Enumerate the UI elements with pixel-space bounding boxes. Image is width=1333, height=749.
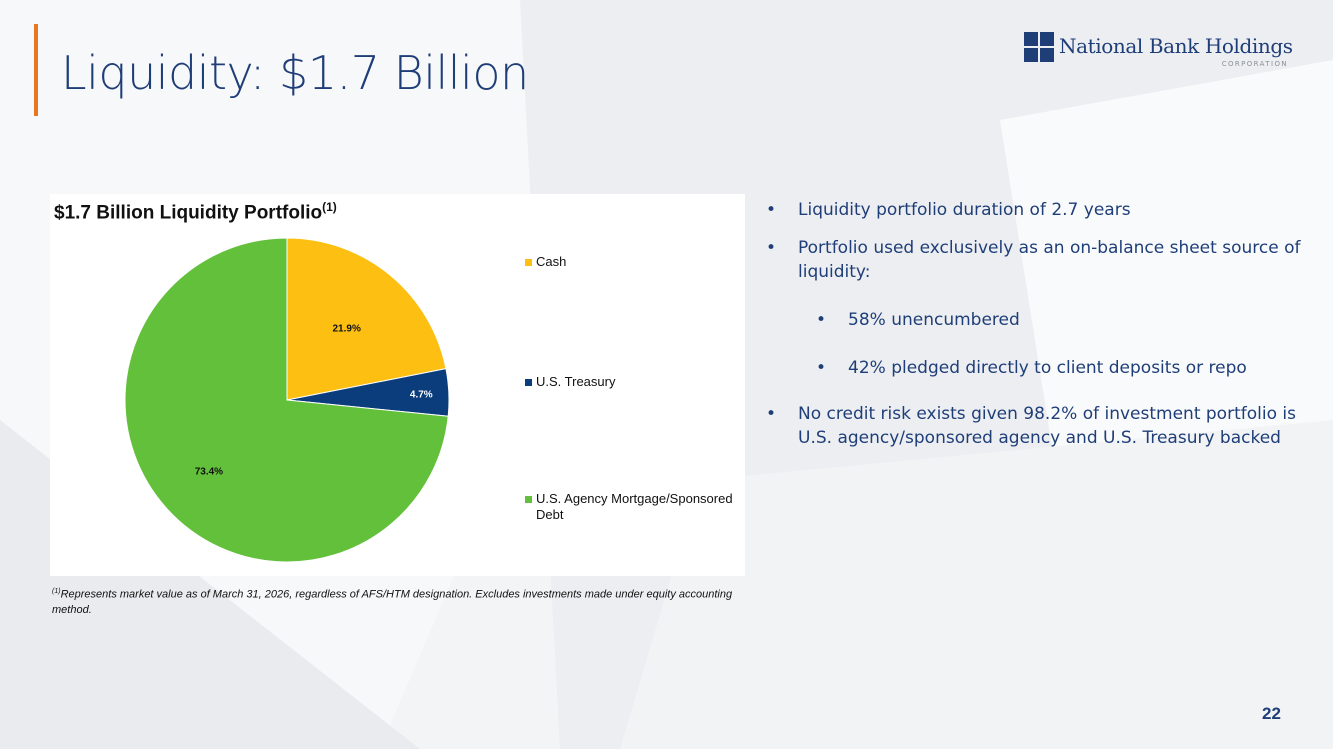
bullet-item: • Liquidity portfolio duration of 2.7 yea… xyxy=(766,198,1306,222)
pie-slice-0 xyxy=(286,237,447,401)
pie-slice-2 xyxy=(124,237,449,563)
title-accent-bar xyxy=(34,24,38,116)
legend-label-1: U.S. Treasury xyxy=(536,374,616,389)
pie-slice-label-1: 4.7% xyxy=(410,390,433,401)
logo-name: National Bank Holdings xyxy=(1059,34,1293,58)
pie-slice-label-0: 21.9% xyxy=(332,323,360,334)
footnote-marker: (1) xyxy=(52,588,61,595)
bullet-text: Liquidity portfolio duration of 2.7 year… xyxy=(798,200,1131,220)
footnote-text: Represents market value as of March 31, … xyxy=(52,588,733,616)
sub-bullet-item: • 58% unencumbered xyxy=(816,308,1308,332)
legend-swatch-1 xyxy=(525,379,532,386)
pie-slice-label-2: 73.4% xyxy=(195,467,223,478)
legend-label-0: Cash xyxy=(536,254,567,269)
bullet-dot-icon: • xyxy=(766,200,777,220)
bullet-text: 42% pledged directly to client deposits … xyxy=(848,358,1247,378)
bullet-text: 58% unencumbered xyxy=(848,310,1020,330)
bullet-dot-icon: • xyxy=(816,358,827,378)
sub-bullet-item: • 42% pledged directly to client deposits… xyxy=(816,356,1308,380)
pie-chart: 21.9% 4.7% 73.4% xyxy=(124,237,450,563)
bullet-item: • No credit risk exists given 98.2% of in… xyxy=(766,402,1306,450)
bullet-dot-icon: • xyxy=(766,404,777,424)
legend-item-2: U.S. Agency Mortgage/Sponsored Debt xyxy=(525,491,736,523)
chart-title-footnote-marker: (1) xyxy=(322,200,337,214)
bullet-dot-icon: • xyxy=(766,238,777,258)
legend-label-2: U.S. Agency Mortgage/Sponsored Debt xyxy=(536,491,733,522)
company-logo: National Bank Holdings CORPORATION xyxy=(1024,32,1294,72)
legend-item-1: U.S. Treasury xyxy=(525,374,736,390)
bullet-text: Portfolio used exclusively as an on-bala… xyxy=(798,238,1301,282)
slide-title: Liquidity: $1.7 Billion xyxy=(61,46,529,100)
footnote: (1)Represents market value as of March 3… xyxy=(52,584,742,618)
bullet-text: No credit risk exists given 98.2% of inv… xyxy=(798,404,1296,448)
chart-title-text: $1.7 Billion Liquidity Portfolio xyxy=(54,202,323,224)
legend-swatch-2 xyxy=(525,496,532,503)
legend-item-0: Cash xyxy=(525,254,736,270)
four-square-mark-icon xyxy=(1024,32,1054,62)
bullet-list: • Liquidity portfolio duration of 2.7 yea… xyxy=(766,198,1306,450)
logo-subtitle: CORPORATION xyxy=(1221,60,1288,68)
page-number: 22 xyxy=(1262,704,1281,723)
bullet-item: • Portfolio used exclusively as an on-bal… xyxy=(766,236,1306,284)
chart-panel: $1.7 Billion Liquidity Portfolio(1) 21.9… xyxy=(50,194,745,576)
chart-title: $1.7 Billion Liquidity Portfolio(1) xyxy=(54,200,337,224)
bullet-dot-icon: • xyxy=(816,310,827,330)
legend-swatch-0 xyxy=(525,259,532,266)
